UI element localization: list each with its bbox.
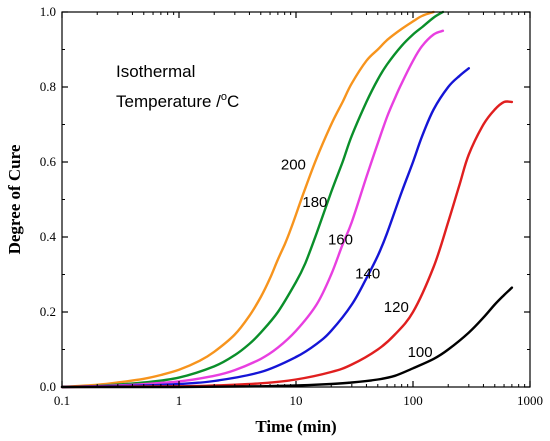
x-tick-label: 1: [176, 393, 183, 408]
tick-layer: 0.1 1 10 100 1000 0.0 0.2 0.4 0.6 0.8 1.0: [40, 4, 543, 408]
series-line-200: [60, 10, 435, 389]
x-tick-label: 1000: [517, 393, 543, 408]
series-line-160: [60, 29, 445, 389]
curve-label-160: 160: [328, 232, 353, 249]
curve-label-180: 180: [302, 194, 327, 211]
annotation-line-2: Temperature /oC: [116, 91, 239, 111]
annotation-degree-sup: o: [221, 91, 227, 103]
curve-label-200: 200: [281, 157, 306, 174]
y-tick-label: 1.0: [40, 4, 56, 19]
annotation-unit: C: [227, 92, 239, 111]
x-tick-label: 100: [403, 393, 423, 408]
annotation-line-1: Isothermal: [116, 62, 195, 81]
series-line-180: [60, 10, 445, 389]
x-axis-title: Time (min): [255, 417, 336, 436]
y-tick-label: 0.8: [40, 79, 56, 94]
x-tick-label: 0.1: [54, 393, 70, 408]
y-tick-label: 0.4: [40, 229, 57, 244]
series-line-120: [60, 100, 514, 389]
curve-label-120: 120: [384, 299, 409, 316]
curve-label-100: 100: [408, 344, 433, 361]
series-line-140: [60, 67, 470, 389]
y-axis-title: Degree of Cure: [5, 144, 24, 254]
y-tick-label: 0.0: [40, 379, 56, 394]
x-tick-label: 10: [290, 393, 303, 408]
series-line-100: [60, 286, 514, 389]
curve-label-140: 140: [355, 265, 380, 282]
annotation-line-2-text: Temperature /: [116, 92, 221, 111]
y-tick-label: 0.2: [40, 304, 56, 319]
y-tick-label: 0.6: [40, 154, 57, 169]
